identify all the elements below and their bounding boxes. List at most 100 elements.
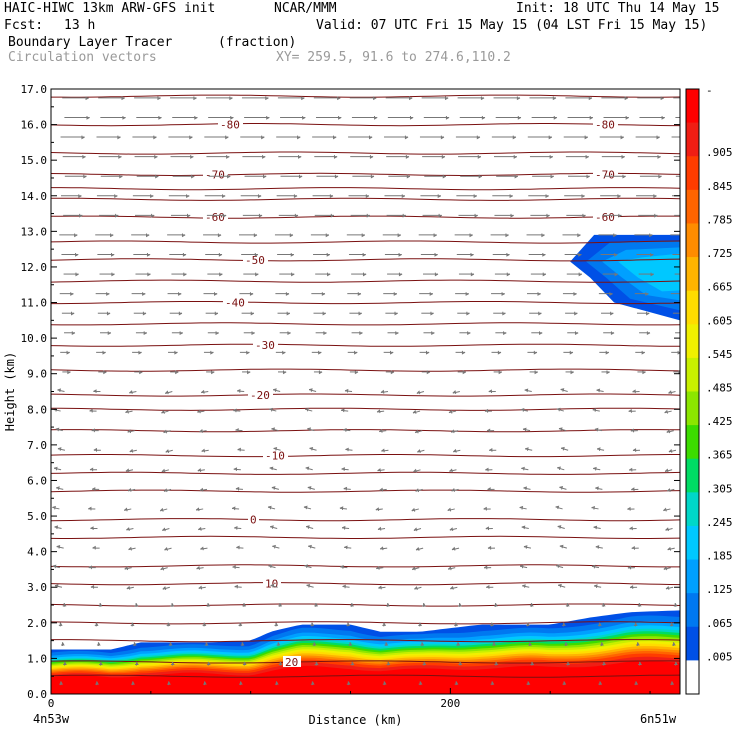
circulation-vector-head	[75, 272, 79, 277]
circulation-vector-head	[287, 331, 291, 336]
contour-label: -70	[205, 168, 225, 181]
circulation-vector-head	[278, 661, 283, 666]
circulation-vector-head	[669, 622, 674, 626]
contour-label: -70	[595, 168, 615, 181]
circulation-vector-head	[582, 213, 586, 218]
temperature-contour	[51, 279, 680, 283]
circulation-vector-head	[617, 194, 621, 199]
circulation-vector-head	[418, 681, 423, 685]
circulation-vector-head	[62, 602, 67, 607]
circulation-vector-head	[75, 253, 79, 257]
circulation-vector-head	[654, 213, 658, 218]
circulation-vector	[304, 565, 312, 569]
circulation-vector	[664, 469, 673, 472]
contour-label: 0	[250, 514, 257, 527]
circulation-vector-head	[514, 174, 519, 179]
circulation-vector-head	[451, 546, 456, 551]
circulation-vector-head	[625, 116, 630, 120]
circulation-vector-head	[473, 194, 477, 199]
circulation-vector	[307, 487, 315, 490]
temperature-contour	[51, 172, 680, 176]
circulation-vector-head	[308, 544, 312, 549]
circulation-vector-head	[89, 408, 93, 413]
y-tick-label: 15.0	[21, 154, 48, 167]
circulation-vector	[667, 547, 675, 551]
circulation-vector-head	[405, 155, 410, 159]
circulation-vector-head	[267, 505, 272, 510]
y-tick-label: 8.0	[27, 403, 47, 416]
circulation-vector-head	[476, 135, 481, 140]
colorbar-label: .065	[706, 617, 733, 630]
colorbar-swatch	[686, 257, 699, 292]
circulation-vector-head	[486, 428, 491, 433]
circulation-vector-head	[429, 292, 434, 296]
circulation-vector-head	[341, 467, 345, 471]
circulation-vector-head	[337, 96, 341, 101]
circulation-vector-head	[314, 661, 319, 666]
colorbar-swatch	[686, 357, 699, 392]
circulation-vector-head	[668, 390, 672, 395]
circulation-vector	[412, 567, 420, 571]
circulation-vector	[56, 546, 64, 549]
circulation-vector-head	[581, 194, 585, 199]
circulation-vector-head	[467, 331, 471, 336]
temperature-contour	[51, 429, 680, 433]
circulation-vector	[522, 428, 531, 432]
circulation-vector-head	[301, 96, 305, 101]
header-units: (fraction)	[218, 35, 297, 50]
circulation-vector-head	[91, 487, 96, 491]
circulation-vector-head	[269, 407, 273, 412]
colorbar-label: .365	[706, 449, 733, 462]
temperature-contour	[51, 489, 680, 493]
circulation-vector-head	[92, 545, 96, 550]
circulation-vector-head	[437, 194, 442, 199]
circulation-vector-head	[198, 585, 203, 590]
circulation-vector-head	[578, 253, 582, 257]
circulation-vector-head	[589, 116, 594, 120]
circulation-vector-head	[542, 253, 546, 257]
colorbar-label: .725	[706, 247, 733, 260]
circulation-vector-head	[413, 468, 417, 473]
circulation-vector-head	[240, 642, 245, 646]
circulation-vector-head	[497, 350, 502, 355]
circulation-vector-head	[67, 370, 71, 375]
circulation-vector	[591, 507, 599, 510]
circulation-vector-head	[326, 253, 331, 257]
colorbar-label: .845	[706, 180, 733, 193]
circulation-vector-head	[653, 194, 657, 199]
y-tick-label: 1.0	[27, 652, 47, 665]
circulation-vector-head	[56, 545, 61, 549]
y-tick-label: 13.0	[21, 225, 48, 238]
circulation-vector-head	[350, 602, 354, 607]
circulation-vector-head	[71, 311, 75, 316]
circulation-vector-head	[132, 642, 137, 646]
circulation-vector-head	[397, 233, 401, 238]
temperature-contour	[51, 258, 680, 262]
circulation-vector	[339, 507, 347, 510]
circulation-vector	[269, 408, 277, 412]
circulation-vector	[196, 567, 204, 570]
contour-label-bg	[203, 168, 228, 180]
circulation-vector	[379, 430, 387, 433]
circulation-vector-head	[179, 331, 183, 336]
circulation-vector	[557, 526, 565, 529]
circulation-vector-head	[305, 466, 310, 471]
temperature-contour	[51, 240, 680, 244]
circulation-vector-head	[131, 681, 135, 685]
circulation-vector-head	[415, 488, 420, 493]
circulation-vector-head	[93, 389, 97, 393]
circulation-vector-head	[85, 96, 89, 101]
contour-label: -20	[250, 389, 270, 402]
circulation-vector-head	[577, 233, 581, 238]
circulation-vector-head	[265, 96, 269, 101]
circulation-vector-head	[570, 370, 574, 375]
circulation-vector-head	[663, 507, 667, 512]
circulation-vector-head	[394, 311, 398, 316]
circulation-vector	[663, 508, 671, 512]
circulation-vector-head	[110, 233, 114, 238]
circulation-vector-head	[593, 466, 597, 471]
circulation-vector	[522, 585, 530, 588]
circulation-vector-head	[416, 390, 421, 395]
circulation-vector-head	[631, 545, 635, 550]
circulation-vector	[520, 409, 528, 412]
